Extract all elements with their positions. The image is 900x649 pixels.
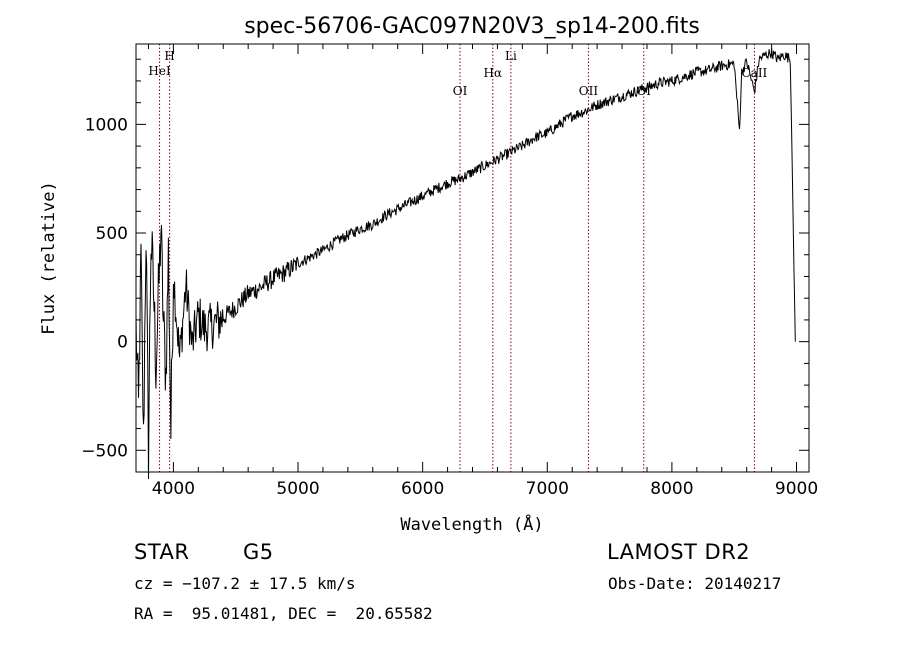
x-tick-label: 9000: [775, 479, 818, 499]
x-tick-label: 4000: [152, 479, 195, 499]
line-label-1: H: [164, 49, 174, 63]
line-label-2: OI: [453, 84, 468, 98]
line-label-3: Hα: [484, 66, 503, 80]
x-axis-label: Wavelength (Å): [400, 513, 543, 535]
chart-title: spec-56706-GAC097N20V3_sp14-200.fits: [244, 14, 700, 39]
line-label-0: HeI: [148, 64, 171, 78]
x-tick-label: 6000: [401, 479, 444, 499]
coordinates: RA = 95.01481, DEC = 20.65582: [134, 604, 433, 623]
x-tick-labels: 4000 5000 6000 7000 8000 9000: [152, 479, 818, 499]
redshift-cz: cz = −107.2 ± 17.5 km/s: [134, 574, 356, 593]
spectrum-series: [135, 47, 796, 480]
line-label-5: OII: [579, 84, 599, 98]
line-label-7: CaII: [741, 66, 767, 80]
x-tick-label: 7000: [526, 479, 569, 499]
y-tick-label: 0: [117, 333, 128, 353]
spectrum-line-0: [135, 47, 796, 480]
line-label-4: Li: [505, 49, 517, 63]
y-tick-label: 1000: [85, 115, 128, 135]
x-tick-label: 5000: [276, 479, 319, 499]
y-axis-label: Flux (relative): [39, 181, 59, 335]
y-tick-label: −500: [81, 441, 128, 461]
y-tick-labels: −500 0 500 1000: [81, 115, 128, 461]
object-subclass: G5: [243, 540, 274, 564]
y-tick-label: 500: [96, 224, 128, 244]
axis-ticks: [136, 44, 809, 472]
x-tick-label: 8000: [650, 479, 693, 499]
plot-frame: [135, 43, 810, 473]
observation-date: Obs-Date: 20140217: [608, 574, 782, 593]
object-class: STAR: [134, 540, 190, 564]
survey-name: LAMOST DR2: [607, 540, 751, 564]
